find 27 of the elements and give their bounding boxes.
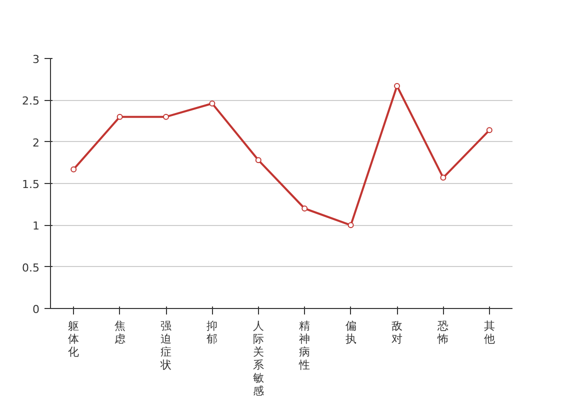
y-tick-label: 1 bbox=[32, 220, 40, 233]
y-tick-label: 0.5 bbox=[22, 261, 40, 274]
point bbox=[302, 206, 308, 212]
point bbox=[394, 83, 400, 89]
x-tick-label: 强迫症状 bbox=[160, 320, 172, 372]
point bbox=[163, 114, 169, 120]
y-tick-label: 2 bbox=[32, 136, 40, 150]
point bbox=[255, 157, 262, 164]
point bbox=[116, 114, 123, 120]
point bbox=[209, 100, 216, 106]
point bbox=[440, 174, 446, 181]
point bbox=[348, 222, 354, 228]
x-tick-label: 其他 bbox=[484, 320, 495, 346]
x-tick-label: 焦虑 bbox=[114, 320, 126, 346]
x-tick-label: 人际关系敏感 bbox=[252, 320, 264, 398]
y-tick-label: 0 bbox=[32, 303, 40, 316]
y-tick-label: 3 bbox=[32, 53, 40, 66]
x-tick-label: 敌对 bbox=[392, 320, 402, 346]
x-tick-label: 抑郁 bbox=[206, 320, 218, 346]
point bbox=[486, 127, 492, 134]
x-tick-label: 恐怖 bbox=[436, 320, 449, 346]
x-tick-label: 偏执 bbox=[345, 320, 356, 346]
y-tick-label: 1.5 bbox=[22, 178, 40, 191]
x-tick-label: 躯体化 bbox=[68, 320, 80, 358]
point bbox=[70, 166, 77, 172]
x-tick-label: 精神病性 bbox=[298, 320, 310, 372]
y-tick-label: 2.5 bbox=[22, 94, 40, 108]
